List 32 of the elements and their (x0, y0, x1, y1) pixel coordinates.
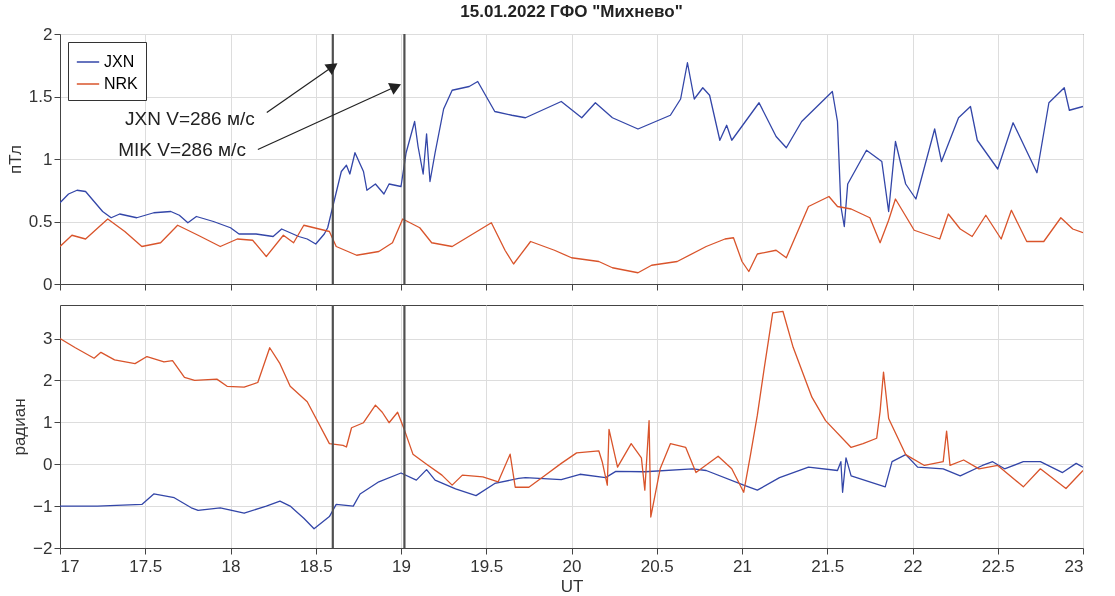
y-axis-title: пТл (5, 145, 25, 174)
y-tick-label: −2 (33, 538, 53, 558)
annotation: MIK V=286 м/с (118, 138, 246, 160)
y-axis-title: радиан (10, 398, 30, 456)
x-tick-label: 20.5 (640, 556, 674, 576)
legend-label: JXN (104, 53, 135, 70)
x-tick-label: 22.5 (981, 556, 1015, 576)
chart-title: 15.01.2022 ГФО "Михнево" (460, 2, 683, 21)
x-tick-label: 21.5 (811, 556, 845, 576)
legend-label: NRK (104, 75, 139, 92)
x-tick-label: 17.5 (129, 556, 163, 576)
x-tick-label: 23 (1064, 556, 1084, 576)
x-tick-label: 18 (221, 556, 241, 576)
x-axis-title: UT (560, 576, 584, 596)
x-tick-label: 18.5 (299, 556, 333, 576)
y-tick-label: 2 (43, 24, 53, 44)
y-tick-label: 0 (43, 454, 53, 474)
x-tick-label: 22 (903, 556, 923, 576)
x-tick-label: 21 (733, 556, 752, 576)
y-tick-label: 1 (43, 412, 53, 432)
x-tick-label: 19.5 (470, 556, 504, 576)
y-tick-label: −1 (33, 496, 53, 516)
y-tick-label: 0 (43, 274, 53, 294)
y-tick-label: 3 (43, 329, 53, 349)
y-tick-label: 1 (43, 149, 53, 169)
x-tick-label: 17 (60, 556, 80, 576)
annotation: JXN V=286 м/с (125, 107, 255, 129)
x-tick-label: 19 (392, 556, 411, 576)
y-tick-label: 0.5 (28, 212, 53, 231)
y-tick-label: 1.5 (28, 87, 53, 106)
y-tick-label: 2 (43, 370, 53, 390)
x-tick-label: 20 (562, 556, 582, 576)
